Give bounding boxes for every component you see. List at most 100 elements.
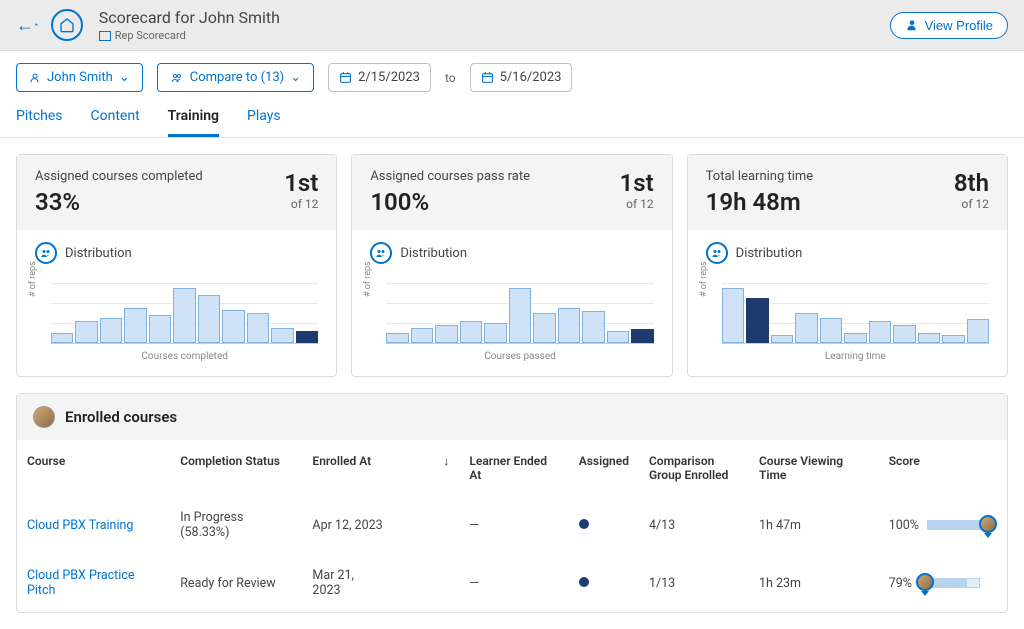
chart-bar — [173, 288, 195, 343]
chart-bar — [509, 288, 531, 343]
chart-bar — [222, 310, 244, 343]
chart-bar — [247, 313, 269, 343]
course-link[interactable]: Cloud PBX Practice Pitch — [27, 568, 134, 598]
metric-label: Assigned courses pass rate — [370, 169, 530, 184]
assigned-cell — [569, 554, 639, 612]
chart-bar — [484, 323, 506, 343]
compare-selector[interactable]: Compare to (13) ⌄ — [157, 63, 314, 92]
score-cell: 100% — [889, 518, 997, 533]
chart-bar — [722, 288, 744, 343]
metric-value: 19h 48m — [706, 188, 814, 216]
tab-pitches[interactable]: Pitches — [16, 108, 63, 137]
viewing-cell: 1h 47m — [749, 496, 879, 554]
x-axis-label: Courses passed — [386, 351, 653, 362]
column-header[interactable]: Enrolled At — [302, 440, 393, 496]
group-icon — [170, 72, 184, 84]
column-header[interactable]: Learner Ended At — [459, 440, 568, 496]
ended-at-cell: — — [459, 496, 568, 554]
metric-card: Total learning time 19h 48m 8th of 12 Di… — [687, 154, 1008, 377]
column-header[interactable]: Course — [17, 440, 170, 496]
score-cell: 79% — [889, 576, 997, 591]
enrolled-table: CourseCompletion StatusEnrolled At ↓ Learn… — [17, 440, 1007, 612]
distribution-chart: # of reps Courses completed — [35, 272, 318, 362]
distribution-section: Distribution # of reps Courses completed — [17, 230, 336, 376]
filter-row: John Smith ⌄ Compare to (13) ⌄ 2/15/2023… — [0, 51, 1024, 92]
chart-bar — [533, 313, 555, 343]
chart-bar — [582, 311, 604, 343]
subtitle-text: Rep Scorecard — [115, 29, 186, 42]
user-icon — [905, 18, 919, 32]
home-icon — [59, 17, 75, 33]
metric-cards-row: Assigned courses completed 33% 1st of 12… — [0, 138, 1024, 393]
score-value: 79% — [889, 576, 912, 591]
chart-bar — [607, 331, 629, 343]
chart-bar — [631, 329, 653, 343]
column-header[interactable]: ↓ — [393, 440, 459, 496]
view-profile-button[interactable]: View Profile — [890, 12, 1008, 39]
tab-plays[interactable]: Plays — [247, 108, 281, 137]
enrolled-at-cell: Apr 12, 2023 — [302, 496, 393, 554]
column-header[interactable]: Comparison Group Enrolled — [639, 440, 749, 496]
header-bar: ←· Scorecard for John Smith Rep Scorecar… — [0, 0, 1024, 51]
column-header[interactable]: Course Viewing Time — [749, 440, 879, 496]
dist-label: Distribution — [736, 246, 803, 261]
chart-bar — [771, 335, 793, 343]
profile-btn-label: View Profile — [925, 18, 993, 33]
header-title-block: Scorecard for John Smith Rep Scorecard — [99, 8, 890, 42]
user-selector[interactable]: John Smith ⌄ — [16, 63, 143, 92]
chart-bar — [942, 335, 964, 343]
assigned-dot-icon — [579, 519, 589, 529]
calendar-icon — [339, 71, 352, 84]
score-value: 100% — [889, 518, 919, 533]
chart-bar — [75, 321, 97, 343]
home-button[interactable] — [51, 9, 83, 41]
metric-head: Total learning time 19h 48m 8th of 12 — [688, 155, 1007, 230]
calendar-icon — [481, 71, 494, 84]
metric-rank: 1st of 12 — [284, 169, 318, 211]
metric-value: 33% — [35, 188, 203, 216]
score-avatar-marker — [979, 515, 997, 533]
dist-header: Distribution — [35, 242, 318, 264]
metric-rank: 1st of 12 — [620, 169, 654, 211]
chart-bar — [558, 308, 580, 343]
assigned-cell — [569, 496, 639, 554]
dist-label: Distribution — [400, 246, 467, 261]
people-icon — [370, 242, 392, 264]
user-avatar — [33, 406, 55, 428]
date-from-input[interactable]: 2/15/2023 — [328, 63, 431, 92]
distribution-section: Distribution # of reps Courses passed — [352, 230, 671, 376]
column-header[interactable]: Assigned — [569, 440, 639, 496]
sort-arrow-icon: ↓ — [443, 454, 449, 468]
chart-bar — [820, 318, 842, 343]
chart-bar — [124, 308, 146, 343]
chart-bar — [296, 331, 318, 343]
column-header[interactable]: Completion Status — [170, 440, 302, 496]
back-arrow-icon[interactable]: ←· — [16, 15, 39, 36]
group-cell: 1/13 — [639, 554, 749, 612]
course-link[interactable]: Cloud PBX Training — [27, 518, 133, 533]
chart-bar — [460, 321, 482, 343]
people-icon — [35, 242, 57, 264]
column-header[interactable]: Score — [879, 440, 1007, 496]
tab-content[interactable]: Content — [91, 108, 140, 137]
chart-bar — [51, 333, 73, 343]
tab-training[interactable]: Training — [168, 108, 219, 137]
date-to-input[interactable]: 5/16/2023 — [470, 63, 573, 92]
chart-bar — [149, 315, 171, 343]
score-bar — [927, 520, 987, 530]
chart-bar — [795, 313, 817, 343]
rank-of: of 12 — [620, 197, 654, 211]
chevron-down-icon: ⌄ — [290, 70, 301, 85]
chart-bar — [967, 319, 989, 343]
chart-bar — [435, 325, 457, 343]
chart-bar — [893, 325, 915, 343]
enrolled-header: Enrolled courses — [17, 394, 1007, 440]
ended-at-cell: — — [459, 554, 568, 612]
enrolled-at-cell: Mar 21, 2023 — [302, 554, 393, 612]
metric-value: 100% — [370, 188, 530, 216]
distribution-section: Distribution # of reps Learning time — [688, 230, 1007, 376]
rank-number: 8th — [954, 169, 989, 197]
date-from-value: 2/15/2023 — [358, 70, 420, 85]
x-axis-label: Learning time — [722, 351, 989, 362]
dist-label: Distribution — [65, 246, 132, 261]
